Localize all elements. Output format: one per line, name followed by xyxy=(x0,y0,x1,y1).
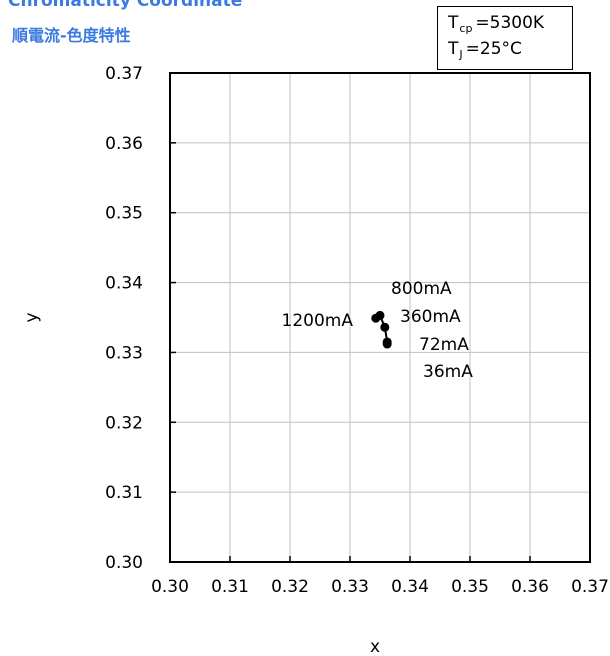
y-tick-label: 0.32 xyxy=(105,413,143,433)
y-tick-label: 0.35 xyxy=(105,204,143,224)
y-tick-label: 0.36 xyxy=(105,134,143,154)
x-tick-label: 0.32 xyxy=(271,577,309,597)
data-point xyxy=(380,322,390,332)
chart-title-zh: 順電流-色度特性 xyxy=(12,26,131,45)
tj-symbol: T xyxy=(448,39,459,59)
plot-frame xyxy=(169,72,591,563)
data-label: 72mA xyxy=(419,335,469,355)
data-point xyxy=(371,313,381,323)
tcp-condition: Tcp =5300K xyxy=(448,13,544,35)
x-tick-label: 0.36 xyxy=(511,577,549,597)
data-label: 360mA xyxy=(400,307,461,327)
tj-subscript: J xyxy=(459,48,463,61)
y-tick-label: 0.33 xyxy=(105,343,143,363)
data-point xyxy=(382,337,392,347)
x-tick-label: 0.35 xyxy=(451,577,489,597)
data-label: 1200mA xyxy=(282,311,354,331)
y-tick-label: 0.31 xyxy=(105,483,143,503)
y-tick-label: 0.30 xyxy=(105,553,143,573)
x-tick-label: 0.31 xyxy=(211,577,249,597)
x-tick-label: 0.30 xyxy=(151,577,189,597)
tj-value: =25°C xyxy=(465,39,522,59)
tj-condition: TJ =25°C xyxy=(448,39,522,61)
chart-title-en: Chromaticity Coordinate xyxy=(8,0,243,11)
x-tick-label: 0.37 xyxy=(571,577,609,597)
data-label: 800mA xyxy=(391,279,452,299)
tcp-value: =5300K xyxy=(475,13,545,33)
x-tick-label: 0.33 xyxy=(331,577,369,597)
tcp-symbol: T xyxy=(448,13,459,33)
tcp-subscript: cp xyxy=(459,22,473,35)
x-tick-label: 0.34 xyxy=(391,577,429,597)
y-tick-label: 0.34 xyxy=(105,274,143,294)
x-axis-label: x xyxy=(370,637,380,656)
y-axis-label: y xyxy=(22,312,42,322)
y-tick-label: 0.37 xyxy=(105,64,143,84)
data-label: 36mA xyxy=(423,362,473,382)
conditions-box: Tcp =5300K TJ =25°C xyxy=(437,6,573,70)
